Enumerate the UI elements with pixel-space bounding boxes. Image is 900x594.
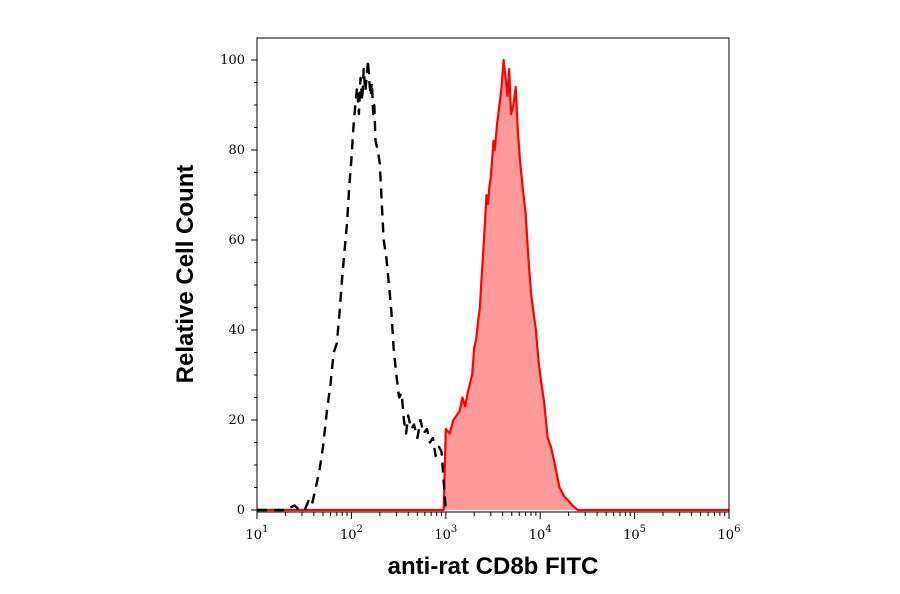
- y-tick-label: 60: [228, 233, 245, 248]
- y-tick-label: 40: [228, 323, 245, 338]
- x-tick-base: 10: [434, 528, 451, 543]
- x-tick-label: 102: [340, 524, 363, 543]
- stained-histogram-line: [257, 58, 729, 512]
- y-tick-label: 80: [228, 143, 245, 158]
- x-tick-base: 10: [529, 528, 546, 543]
- y-axis-label: Relative Cell Count: [172, 165, 199, 384]
- x-tick-label: 101: [246, 524, 269, 543]
- x-tick-exponent: 3: [451, 524, 457, 535]
- x-tick-exponent: 6: [734, 524, 740, 535]
- x-tick-label: 105: [623, 524, 646, 543]
- plot-series-layer: [257, 58, 729, 512]
- x-tick-base: 10: [623, 528, 640, 543]
- y-tick-label: 100: [220, 53, 245, 68]
- y-tick-label: 0: [237, 503, 245, 518]
- x-axis-label: anti-rat CD8b FITC: [388, 553, 599, 580]
- x-tick-label: 104: [529, 524, 552, 543]
- plot-frame: [256, 37, 730, 513]
- x-tick-exponent: 4: [545, 524, 551, 535]
- x-tick-label: 106: [718, 524, 741, 543]
- stained-histogram-fill: [257, 60, 729, 510]
- y-tick-label: 20: [228, 413, 245, 428]
- x-tick-base: 10: [340, 528, 357, 543]
- x-tick-exponent: 5: [640, 524, 646, 535]
- x-tick-base: 10: [246, 528, 263, 543]
- x-tick-base: 10: [718, 528, 735, 543]
- x-tick-label: 103: [434, 524, 457, 543]
- x-tick-exponent: 1: [262, 524, 268, 535]
- control-histogram-dashed-line: [257, 58, 447, 512]
- x-tick-exponent: 2: [356, 524, 362, 535]
